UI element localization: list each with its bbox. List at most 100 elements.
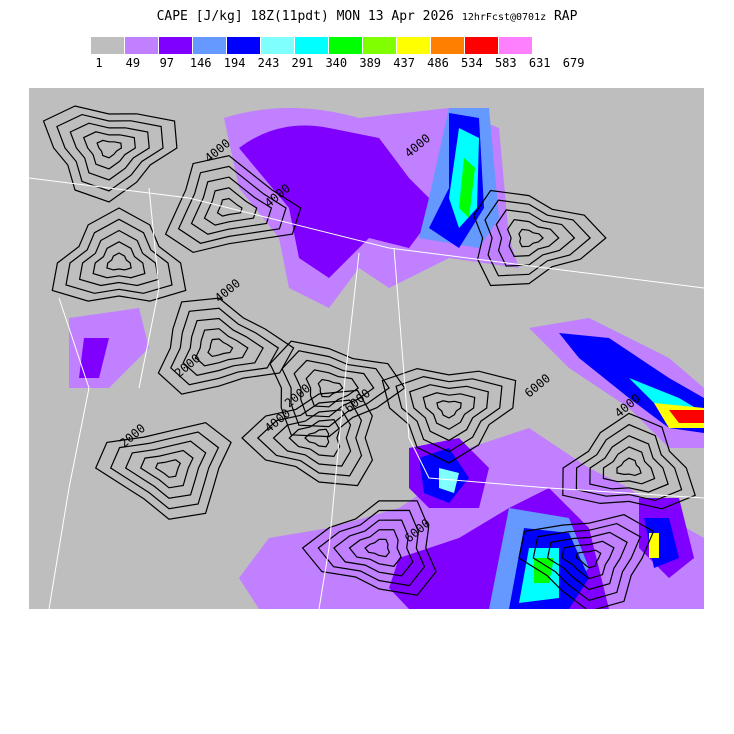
title-valid-time: 18Z(11pdt) MON 13 Apr 2026 xyxy=(250,9,455,24)
terrain-contour xyxy=(96,139,123,159)
title-forecast: 12hrFcst@0701z xyxy=(461,12,547,23)
terrain-contour xyxy=(42,105,178,203)
terrain-contour xyxy=(562,412,696,510)
terrain-contour xyxy=(589,435,669,493)
legend-swatch xyxy=(295,37,328,54)
legend-label: 389 xyxy=(359,56,382,70)
terrain-contour xyxy=(518,514,655,609)
legend-label: 194 xyxy=(223,56,246,70)
legend-swatch xyxy=(465,37,498,54)
terrain-contour xyxy=(51,207,187,302)
legend-swatch xyxy=(159,37,192,54)
legend-swatch xyxy=(431,37,464,54)
legend-swatch xyxy=(329,37,362,54)
terrain-contour xyxy=(575,549,602,569)
cape-area xyxy=(79,338,109,378)
terrain-contour xyxy=(293,359,375,418)
title-units: [J/kg] xyxy=(195,9,243,24)
terrain-contour xyxy=(78,229,160,287)
legend-label: 631 xyxy=(528,56,551,70)
terrain-contour xyxy=(194,328,249,367)
legend-label: 486 xyxy=(427,56,449,70)
terrain-contour xyxy=(139,449,194,489)
terrain-contour xyxy=(94,422,232,520)
legend-swatch xyxy=(397,37,430,54)
terrain-contour xyxy=(518,228,544,248)
legend-label: 243 xyxy=(257,56,280,70)
cape-area xyxy=(239,125,439,278)
terrain-contour xyxy=(203,187,258,226)
terrain-contour xyxy=(333,519,414,577)
legend-label: 146 xyxy=(189,56,212,70)
legend-swatch xyxy=(261,37,294,54)
map-title: CAPE [J/kg] 18Z(11pdt) MON 13 Apr 2026 1… xyxy=(0,9,734,24)
cape-area xyxy=(669,410,704,423)
cape-map: 4000400040002000200020004000600060004000… xyxy=(29,88,704,609)
terrain-contour xyxy=(348,529,402,567)
terrain-contour xyxy=(164,155,302,254)
terrain-contour xyxy=(301,500,437,596)
terrain-contour xyxy=(65,218,173,294)
terrain-contour xyxy=(190,176,273,235)
legend-label: 49 xyxy=(125,56,141,70)
terrain-contour xyxy=(269,340,406,438)
terrain-contour xyxy=(395,375,503,453)
terrain-contour xyxy=(124,440,207,499)
terrain-contour xyxy=(381,367,517,464)
terrain-contour xyxy=(616,457,642,477)
terrain-contour xyxy=(495,209,576,267)
legend-label: 679 xyxy=(562,56,585,70)
cape-area xyxy=(459,158,475,218)
terrain-contour xyxy=(408,384,489,442)
legend-label: 437 xyxy=(393,56,415,70)
terrain-contour xyxy=(69,122,150,181)
terrain-contour xyxy=(575,423,683,502)
terrain-contour xyxy=(561,540,615,580)
terrain-contour xyxy=(473,189,607,287)
color-legend xyxy=(91,37,533,54)
terrain-contour xyxy=(56,113,164,192)
terrain-contour xyxy=(207,338,234,358)
terrain-contour xyxy=(281,350,390,428)
terrain-contour xyxy=(170,307,280,386)
legend-swatch xyxy=(499,37,532,54)
legend-swatch xyxy=(227,37,260,54)
terrain-contour xyxy=(92,241,146,279)
title-field: CAPE xyxy=(156,9,188,24)
terrain-contour xyxy=(304,428,330,448)
terrain-contour xyxy=(177,165,287,244)
terrain-contour xyxy=(241,389,374,487)
legend-label: 340 xyxy=(325,56,348,70)
terrain-contour xyxy=(288,418,341,458)
terrain-contour xyxy=(256,399,363,477)
terrain-contour xyxy=(182,317,264,376)
legend-label: 583 xyxy=(494,56,517,70)
legend-labels: 1 49 97 146 194 243 291 340 389 437 486 534 583 631 67… xyxy=(0,56,734,72)
terrain-contour xyxy=(106,252,132,271)
cape-area xyxy=(439,468,459,493)
terrain-contour xyxy=(546,531,628,591)
legend-label: 534 xyxy=(461,56,483,70)
legend-label: 97 xyxy=(159,56,175,70)
legend-swatch xyxy=(193,37,226,54)
terrain-contour xyxy=(216,197,243,217)
terrain-contour xyxy=(109,431,220,510)
terrain-contour xyxy=(602,446,656,485)
legend-label: 291 xyxy=(291,56,314,70)
legend-swatch xyxy=(125,37,158,54)
terrain-contour xyxy=(484,199,591,277)
contour-label: 4000 xyxy=(262,406,293,435)
contour-label: 2000 xyxy=(282,381,313,410)
terrain-contour xyxy=(317,509,426,587)
terrain-contour xyxy=(436,400,462,419)
cape-area xyxy=(649,533,659,558)
contour-label: 4000 xyxy=(202,136,233,165)
terrain-contour xyxy=(364,538,391,558)
terrain-contour xyxy=(157,297,295,395)
terrain-contour xyxy=(317,378,344,398)
legend-label: 1 xyxy=(95,56,103,70)
terrain-contour xyxy=(305,369,360,408)
contour-label: 6000 xyxy=(522,371,553,400)
legend-swatch xyxy=(363,37,396,54)
legend-swatch xyxy=(91,37,124,54)
